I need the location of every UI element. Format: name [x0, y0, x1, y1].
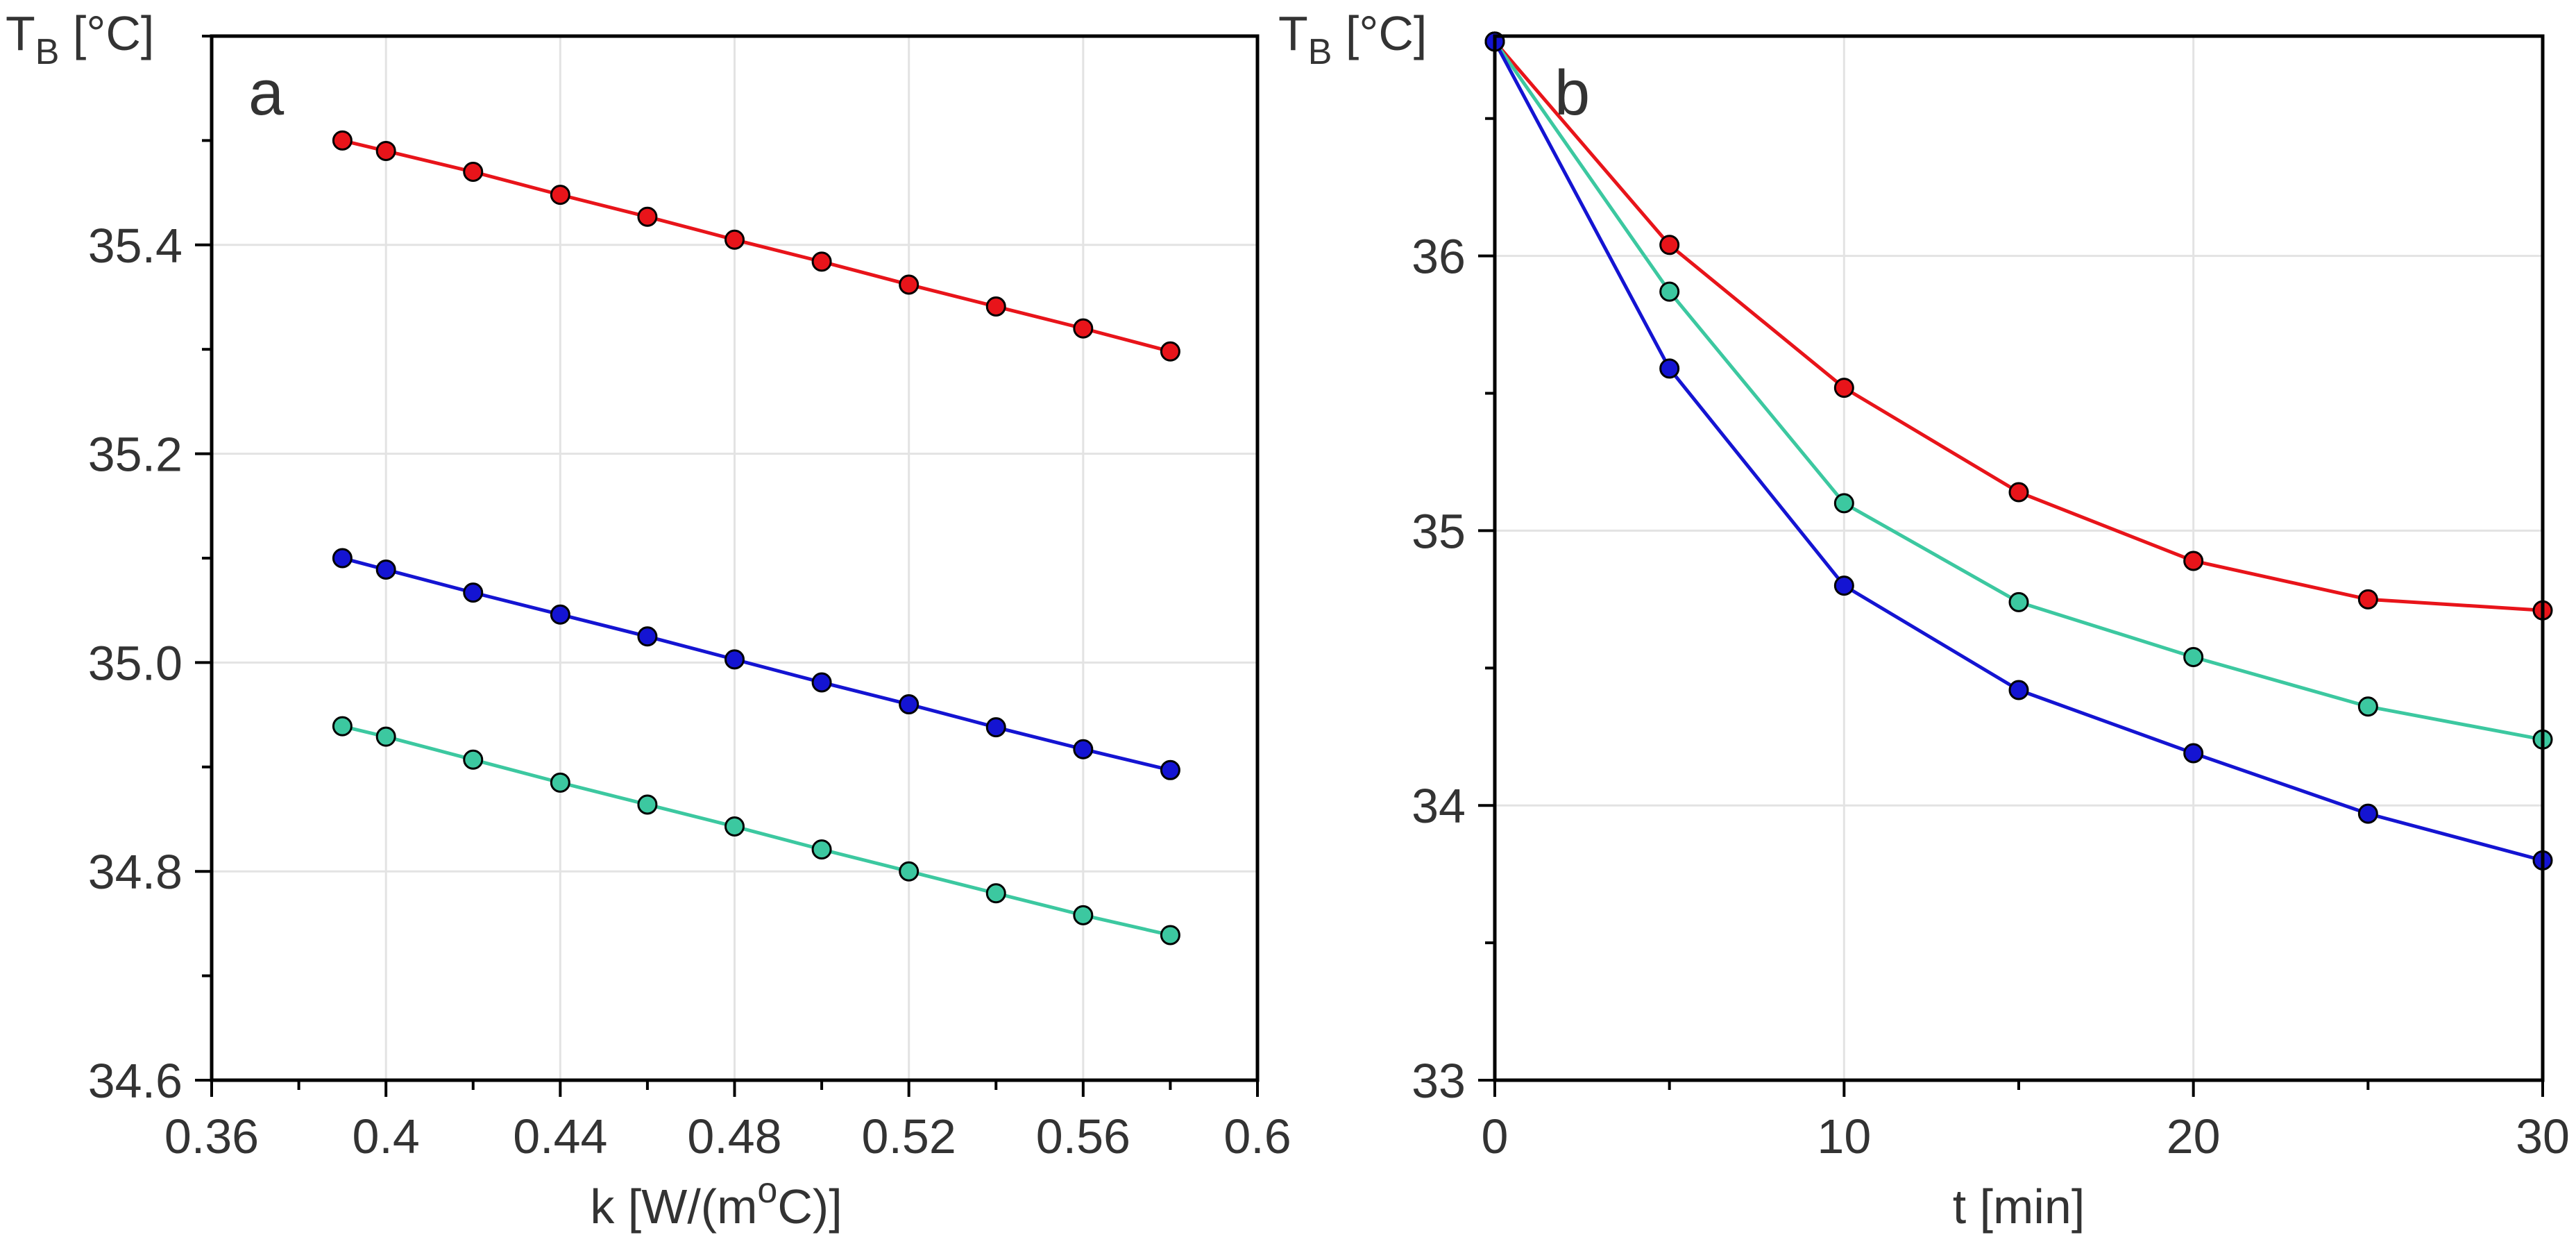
panel-b-y-tick-label: 34 — [1412, 779, 1466, 833]
panel-a-point-blue — [332, 548, 353, 569]
panel-a-y-tick-label: 34.6 — [88, 1054, 183, 1108]
panel-b-x-tick-label: 30 — [2516, 1109, 2570, 1163]
panel-a-point-blue — [375, 560, 396, 580]
panel-a-point-blue — [637, 626, 658, 647]
panel-b-y-tick-label: 36 — [1412, 230, 1466, 284]
panel-a-point-blue — [811, 672, 832, 693]
panel-a-x-axis-title-post: C)] — [777, 1179, 842, 1234]
panel-a-y-axis-title: TB [°C] — [6, 6, 154, 72]
panel-a-point-teal — [724, 816, 745, 837]
panel-a-point-red — [985, 296, 1006, 317]
panel-b-point-blue — [1659, 358, 1680, 379]
panel-a-series — [332, 130, 1180, 946]
panel-b-letter: b — [1554, 58, 1590, 128]
panel-a-x-tick-label: 0.36 — [164, 1109, 259, 1163]
panel-a-y-tick-label: 35.4 — [88, 219, 183, 273]
panel-a-x-axis-title-sup: o — [757, 1170, 777, 1211]
panel-b-point-teal — [2357, 696, 2378, 717]
panel-a-point-red — [637, 206, 658, 227]
panel-a-x-tick-label: 0.48 — [687, 1109, 781, 1163]
panel-b-point-blue — [2357, 803, 2378, 824]
panel-a-point-teal — [811, 839, 832, 860]
panel-b-x-tick-label: 10 — [1817, 1109, 1871, 1163]
panel-a-point-blue — [724, 649, 745, 670]
panel-a-point-red — [550, 185, 570, 205]
panel-b-y-axis-title-unit: [°C] — [1332, 6, 1427, 60]
panel-b-y-tick-label: 33 — [1412, 1054, 1466, 1108]
panel-b-y-axis-title: TB [°C] — [1278, 6, 1427, 72]
panel-b-x-tick-label: 20 — [2167, 1109, 2221, 1163]
panel-b-point-red — [1833, 378, 1854, 398]
panel-a-x-tick-label: 0.56 — [1036, 1109, 1130, 1163]
panel-b: 0 10 20 30 33 34 35 36 b TB [°C] t [min] — [1278, 6, 2570, 1234]
panel-a-point-red — [463, 162, 484, 183]
panel-b-point-blue — [1833, 576, 1854, 596]
panel-b-point-blue — [2008, 680, 2029, 700]
panel-a-y-tick-label: 35.0 — [88, 636, 183, 690]
panel-a-x-tick-label: 0.6 — [1223, 1109, 1291, 1163]
panel-b-point-teal — [1833, 493, 1854, 514]
panel-a-letter: a — [248, 58, 285, 128]
panel-a-point-red — [1073, 318, 1094, 339]
panel-a-point-red — [811, 251, 832, 272]
panel-a-point-red — [1160, 341, 1180, 362]
panel-b-point-red — [2183, 551, 2204, 571]
panel-a-ticks — [195, 35, 1259, 1097]
panel-a-x-axis-title: k [W/(moC)] — [590, 1170, 842, 1234]
panel-b-point-teal — [1659, 281, 1680, 302]
panel-a-point-red — [375, 140, 396, 161]
panel-b-series — [1484, 31, 2553, 871]
panel-a-y-axis-title-main: T — [6, 6, 35, 60]
panel-a-point-teal — [1073, 905, 1094, 925]
panel-a-point-red — [724, 229, 745, 250]
panel-a-point-blue — [1073, 739, 1094, 759]
panel-b-tick-labels: 0 10 20 30 33 34 35 36 — [1412, 230, 2570, 1163]
panel-a-point-teal — [985, 883, 1006, 904]
panel-a-point-teal — [550, 772, 570, 793]
panel-a-point-teal — [332, 716, 353, 737]
panel-a-y-axis-title-sub: B — [35, 32, 60, 72]
panel-a-point-teal — [463, 749, 484, 770]
panel-b-x-tick-label: 0 — [1482, 1109, 1509, 1163]
panel-a-x-tick-label: 0.4 — [353, 1109, 420, 1163]
panel-a-y-tick-label: 34.8 — [88, 845, 183, 899]
panel-a: 0.36 0.4 0.44 0.48 0.52 0.56 0.6 34.6 34.8 35.0 35… — [6, 6, 1291, 1234]
panel-a-grid — [212, 36, 1257, 1080]
panel-a-point-blue — [899, 694, 920, 715]
panel-a-tick-labels: 0.36 0.4 0.44 0.48 0.52 0.56 0.6 34.6 34.8 35.0 35… — [88, 219, 1291, 1163]
panel-b-y-tick-label: 35 — [1412, 504, 1466, 558]
panel-a-point-red — [332, 130, 353, 151]
panel-a-point-teal — [637, 794, 658, 815]
panel-a-point-blue — [550, 604, 570, 625]
panel-b-point-teal — [2008, 591, 2029, 612]
panel-a-y-tick-label: 35.2 — [88, 428, 183, 482]
panel-b-background — [1495, 36, 2543, 1080]
panel-a-point-teal — [899, 861, 920, 882]
panel-a-x-tick-label: 0.52 — [862, 1109, 956, 1163]
panel-a-point-blue — [1160, 759, 1180, 780]
panel-b-point-blue — [2183, 743, 2204, 764]
panel-a-point-blue — [985, 717, 1006, 738]
panel-b-point-teal — [2183, 646, 2204, 667]
panel-b-point-red — [1659, 235, 1680, 255]
panel-b-point-red — [2008, 482, 2029, 503]
panel-a-point-blue — [463, 582, 484, 603]
panel-a-point-teal — [1160, 925, 1180, 946]
panel-a-point-red — [899, 274, 920, 295]
panel-b-y-axis-title-sub: B — [1308, 32, 1332, 72]
panel-a-x-axis-title-pre: k [W/(m — [590, 1179, 757, 1234]
panel-b-y-axis-title-main: T — [1278, 6, 1308, 60]
panel-a-point-teal — [375, 726, 396, 747]
panel-b-point-red — [2357, 589, 2378, 610]
panel-b-x-axis-title: t [min] — [1953, 1179, 2085, 1234]
panel-b-ticks — [1478, 117, 2544, 1097]
panel-a-x-tick-label: 0.44 — [513, 1109, 607, 1163]
panel-a-y-axis-title-unit: [°C] — [59, 6, 154, 60]
